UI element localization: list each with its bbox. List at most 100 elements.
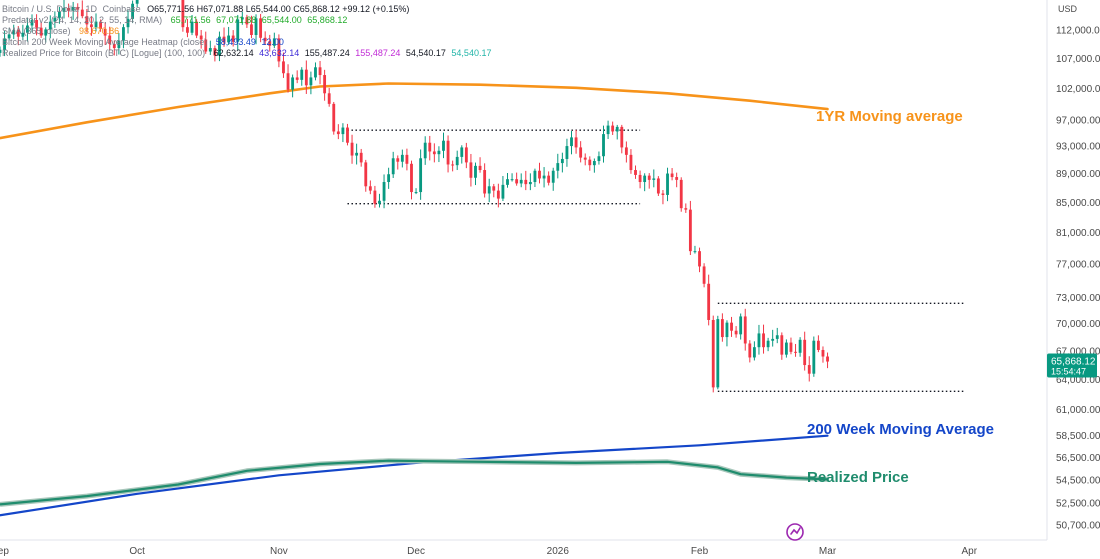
candle-body [259,18,263,38]
candle-body [304,69,308,86]
annotation-wma: 200 Week Moving Average [807,421,994,438]
candle [670,168,674,181]
x-tick-label: 2026 [547,546,570,557]
candle-body [0,49,2,53]
candle-body [227,35,231,43]
candle-body [551,170,555,183]
candle [757,324,761,355]
candle-body [112,44,116,49]
candle-body [135,0,139,4]
candle-body [474,165,477,178]
candle-body [122,27,125,41]
candle-body [272,38,276,46]
candle-body [71,6,75,11]
candle-body [58,11,61,18]
candle [666,167,669,202]
candle [647,173,651,189]
candle-body [725,322,729,338]
candle [725,320,729,347]
candle [304,60,308,94]
candle-body [222,36,226,43]
candle [204,31,208,54]
candle-body [666,173,669,195]
candle-body [250,24,253,35]
candle-body [277,38,281,62]
countdown-timer: 15:54:47 [1051,367,1086,377]
candle [487,178,491,203]
legend-realized-value-4: 155,487.24 [355,48,400,58]
candle [3,30,6,57]
time-axis[interactable]: Sep Oct Nov Dec 2026 Feb Mar Apr [0,546,978,557]
candle [213,45,217,62]
candle [332,101,336,135]
candle [730,316,733,337]
candle-body [291,77,295,90]
legend-row-realized: Realized Price for Bitcoin (BTC) [Logue]… [2,48,491,58]
tv-logo-icon[interactable] [786,523,804,541]
candle-body [698,251,701,267]
candle [506,173,509,188]
candle [7,28,11,41]
y-tick-label: 89,000.00 [1056,169,1100,180]
candle [771,329,775,347]
candle [227,26,231,45]
candle [524,170,528,191]
candle-body [515,179,519,184]
candle-body [396,158,400,162]
candle [240,11,244,25]
x-tick-label: Oct [129,546,145,557]
legend-sma-value: 98,670.86 [79,26,119,36]
y-tick-label: 70,000.00 [1056,319,1100,330]
candle-body [300,69,304,80]
annotation-sma: 1YR Moving average [816,108,963,125]
candle-body [364,162,368,187]
candle [222,27,226,47]
candle-body [702,266,706,284]
currency-label[interactable]: USD [1058,4,1078,14]
candle-body [336,131,340,135]
candle [373,185,377,208]
candle [798,337,802,357]
candle [684,203,688,213]
candle-body [483,170,487,194]
candle-body [350,142,354,156]
price-axis[interactable]: 112,000.00 107,000.00 102,000.00 97,000.00 9… [1056,25,1100,531]
candle-body [286,73,290,90]
candle [679,177,683,212]
candle-body [76,6,80,10]
legend-ohlc: O65,771.56 H67,071.88 L65,544.00 C65,868… [147,4,409,14]
candle [501,176,505,202]
candle-body [341,127,345,135]
candle-body [611,125,615,132]
candle [643,173,647,192]
x-tick-label: Dec [407,546,425,557]
candle [245,14,249,28]
candle [547,171,551,186]
candle-body [26,25,29,33]
candle [656,176,660,196]
candle-body [693,251,697,253]
candle-body [588,159,592,166]
candle-body [213,48,217,56]
candle [688,200,692,255]
realized-price-line [0,459,829,506]
candle [131,0,135,24]
candle [382,174,386,209]
candle [519,173,523,188]
candle [208,40,212,56]
candle [803,331,807,371]
candle [775,327,779,344]
candle-body [186,27,189,33]
y-tick-label: 64,000.00 [1056,375,1100,386]
candle [752,341,756,361]
candle [218,31,221,62]
legend-predator-label: Predator v2 (24, 14, 20, 2, 55, 14, RMA) [2,15,162,25]
candle [592,158,596,173]
candle-body [437,150,441,155]
y-tick-label: 112,000.00 [1056,25,1100,36]
last-price-badge[interactable]: 65,868.12 15:54:47 [1047,353,1097,378]
candle [698,247,701,273]
candle [716,315,720,390]
